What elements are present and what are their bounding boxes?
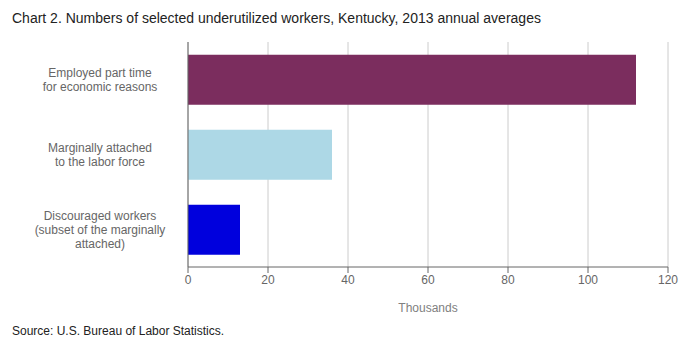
svg-text:Marginally attachedto the labo: Marginally attachedto the labor force xyxy=(48,141,152,169)
svg-text:60: 60 xyxy=(421,273,435,287)
svg-text:120: 120 xyxy=(658,273,678,287)
svg-text:Employed part timefor economic: Employed part timefor economic reasons xyxy=(43,66,158,94)
svg-text:Discouraged workers(subset of: Discouraged workers(subset of the margin… xyxy=(35,209,166,251)
svg-text:20: 20 xyxy=(261,273,275,287)
svg-text:0: 0 xyxy=(185,273,192,287)
svg-text:80: 80 xyxy=(501,273,515,287)
svg-text:100: 100 xyxy=(578,273,598,287)
html-text:Source: U.S. Bureau of Labor S: Source: U.S. Bureau of Labor Statistics. xyxy=(12,324,225,338)
svg-text:Thousands: Thousands xyxy=(398,301,457,315)
html-text:Chart 2. Numbers of selected u: Chart 2. Numbers of selected underutiliz… xyxy=(12,10,541,26)
svg-text:40: 40 xyxy=(341,273,355,287)
